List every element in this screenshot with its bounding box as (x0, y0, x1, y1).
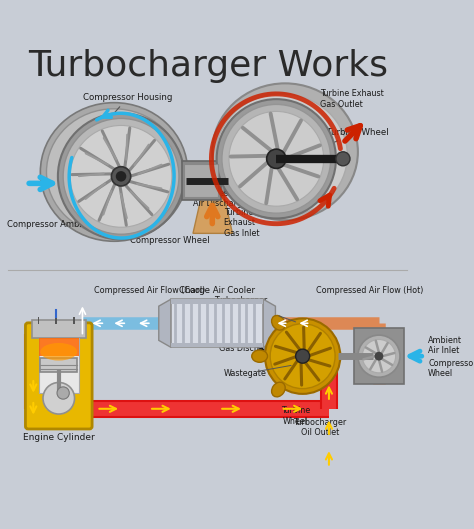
Text: Compressor Ambient Air Inlet: Compressor Ambient Air Inlet (7, 220, 131, 229)
Text: Turbocharger
Oil Inlet: Turbocharger Oil Inlet (214, 296, 267, 315)
Circle shape (222, 104, 331, 213)
Circle shape (70, 125, 172, 227)
Polygon shape (159, 299, 171, 348)
Text: Compressed Air Flow (Cool): Compressed Air Flow (Cool) (94, 286, 206, 295)
Bar (32, 320, 86, 338)
Circle shape (296, 349, 310, 363)
Ellipse shape (252, 350, 267, 362)
Circle shape (217, 99, 336, 218)
Text: Engine Cylinder: Engine Cylinder (23, 433, 95, 442)
Text: Charge Air Cooler: Charge Air Cooler (179, 286, 255, 295)
Text: Turbine
Exhaust
Gas Inlet: Turbine Exhaust Gas Inlet (224, 208, 259, 238)
Text: Turbocharger Works: Turbocharger Works (28, 49, 388, 83)
Bar (55, 317, 57, 324)
Circle shape (57, 387, 69, 399)
Text: Exhaust
Gas Discharge: Exhaust Gas Discharge (219, 333, 278, 353)
Circle shape (362, 340, 396, 373)
Polygon shape (263, 299, 275, 348)
Circle shape (63, 118, 179, 234)
FancyBboxPatch shape (26, 323, 92, 429)
Circle shape (43, 382, 74, 414)
Text: Wastegate: Wastegate (224, 369, 266, 378)
Text: Compressor Housing: Compressor Housing (83, 93, 173, 118)
Ellipse shape (216, 94, 347, 217)
Text: Compressed Air Flow (Hot): Compressed Air Flow (Hot) (317, 286, 424, 295)
Circle shape (374, 352, 383, 361)
Circle shape (265, 318, 340, 394)
Ellipse shape (212, 84, 358, 220)
Ellipse shape (272, 315, 285, 330)
Bar (354, 328, 404, 384)
Text: Compressor
Air Discharge: Compressor Air Discharge (193, 188, 247, 208)
Bar (184, 164, 219, 197)
Ellipse shape (40, 103, 188, 241)
Circle shape (111, 167, 131, 186)
Bar (38, 338, 79, 393)
Bar (171, 343, 263, 348)
Text: Compressor Wheel: Compressor Wheel (130, 236, 210, 245)
Bar (38, 317, 39, 324)
Circle shape (267, 149, 286, 168)
Bar (171, 299, 263, 348)
Bar (171, 299, 263, 304)
Circle shape (336, 152, 350, 166)
Bar (177, 167, 224, 195)
Ellipse shape (46, 109, 182, 235)
Polygon shape (38, 338, 79, 356)
Circle shape (116, 171, 126, 181)
Circle shape (58, 113, 184, 240)
Bar (40, 358, 77, 372)
Ellipse shape (272, 382, 285, 397)
Ellipse shape (40, 343, 77, 361)
Bar (182, 161, 221, 200)
Circle shape (229, 112, 324, 206)
Text: Compressor
Wheel: Compressor Wheel (428, 359, 474, 378)
Bar (73, 317, 74, 324)
Circle shape (358, 335, 400, 377)
Text: Turbine Wheel: Turbine Wheel (296, 128, 389, 158)
Text: Ambient
Air Inlet: Ambient Air Inlet (428, 336, 462, 355)
Text: Turbocharger
Oil Outlet: Turbocharger Oil Outlet (293, 417, 347, 437)
Text: Turbine
Wheel: Turbine Wheel (281, 406, 310, 425)
Circle shape (270, 324, 335, 389)
Text: Turbine Exhaust
Gas Outlet: Turbine Exhaust Gas Outlet (320, 89, 384, 109)
Polygon shape (193, 195, 232, 233)
